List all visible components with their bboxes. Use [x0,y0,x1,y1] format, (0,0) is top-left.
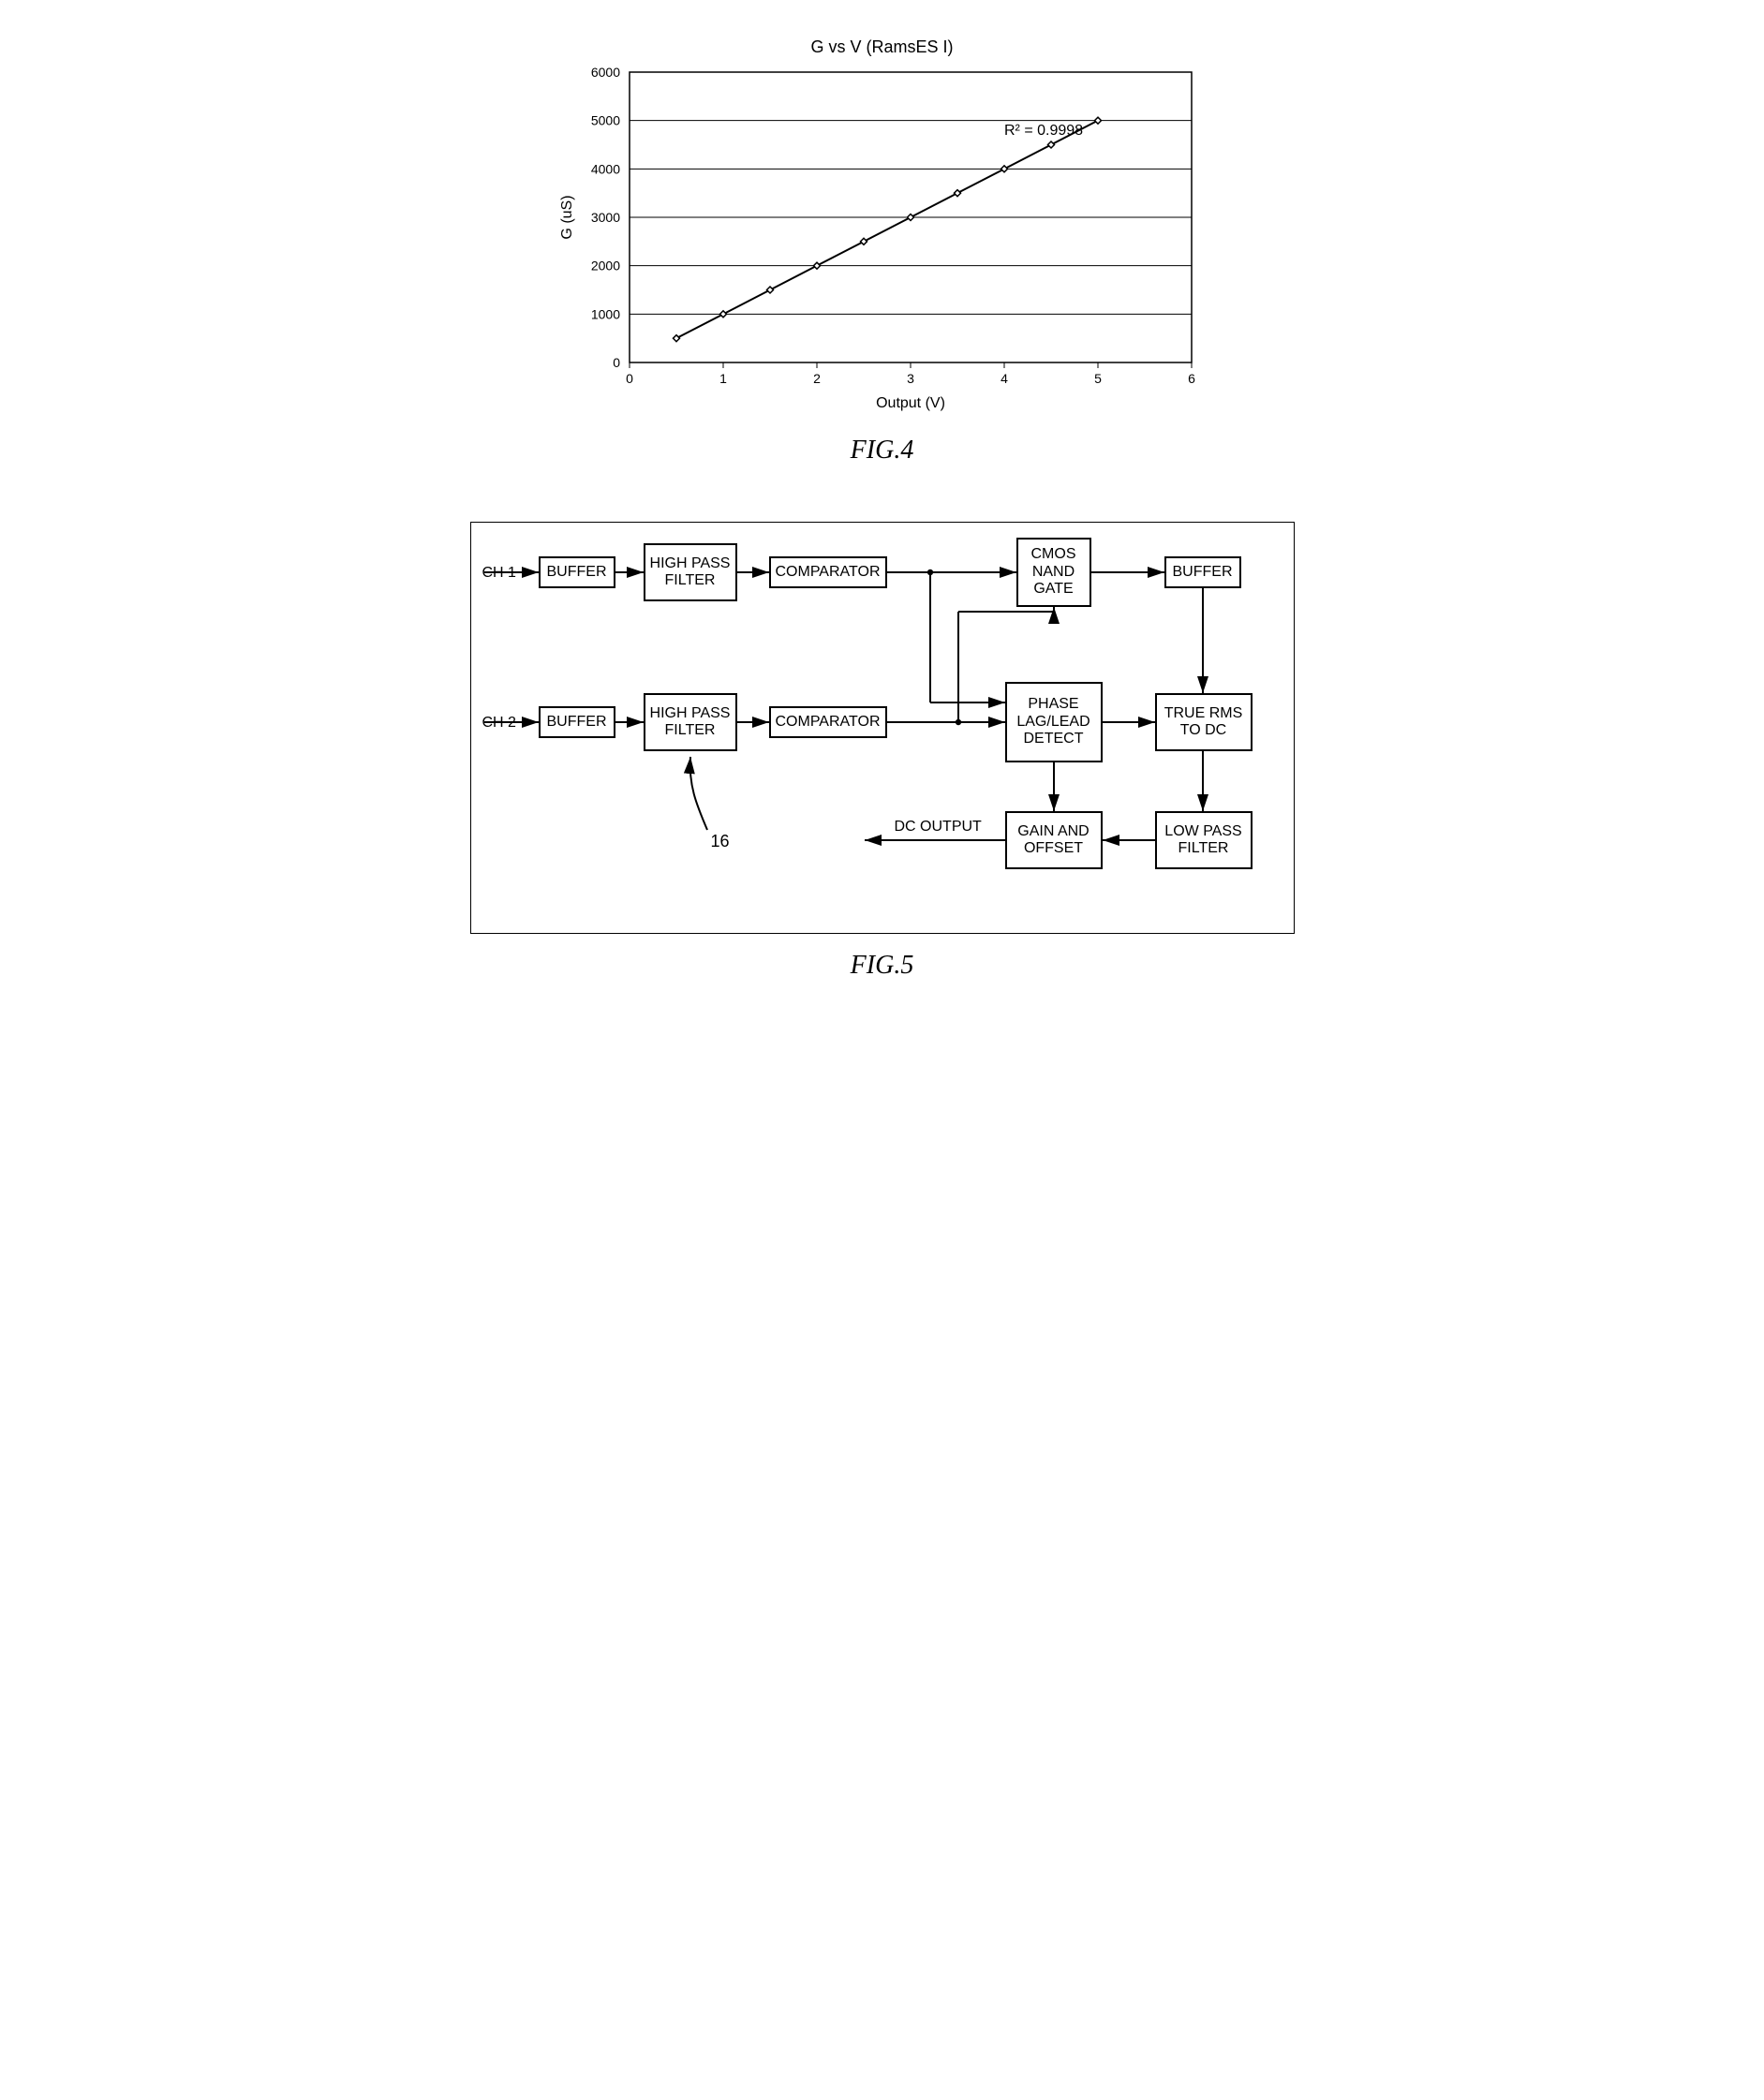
line-chart: 0 1000 2000 3000 4000 5000 6000 0 1 2 3 4 5 6 Output (… [555,63,1210,419]
block-diagram: CH 1 BUFFER HIGH PASSFILTER COMPARATOR C… [470,522,1295,934]
comparator-1-block: COMPARATOR [769,556,887,588]
svg-text:4000: 4000 [590,161,619,176]
nand-gate-block: CMOSNANDGATE [1016,538,1091,607]
svg-text:6000: 6000 [590,65,619,80]
buffer-1-block: BUFFER [539,556,615,588]
high-pass-filter-2-block: HIGH PASSFILTER [644,693,737,751]
buffer-3-block: BUFFER [1164,556,1241,588]
svg-text:2000: 2000 [590,259,619,274]
phase-detect-block: PHASELAG/LEADDETECT [1005,682,1103,762]
svg-text:0: 0 [613,355,620,370]
ch1-label: CH 1 [482,565,516,582]
true-rms-block: TRUE RMSTO DC [1155,693,1253,751]
svg-text:3000: 3000 [590,210,619,225]
svg-text:5: 5 [1094,371,1102,386]
svg-text:3: 3 [907,371,914,386]
svg-text:5000: 5000 [590,113,619,128]
svg-text:6: 6 [1188,371,1195,386]
svg-text:Output (V): Output (V) [876,395,945,411]
ref-16-label: 16 [711,832,730,851]
chart-container: G vs V (RamsES I) 0 1000 2000 3000 4000 5000 6… [555,37,1210,419]
low-pass-filter-block: LOW PASSFILTER [1155,811,1253,869]
ch2-label: CH 2 [482,715,516,732]
figure-5: CH 1 BUFFER HIGH PASSFILTER COMPARATOR C… [461,522,1304,981]
svg-text:1: 1 [719,371,727,386]
svg-text:1000: 1000 [590,306,619,321]
svg-text:2: 2 [813,371,821,386]
figure-4: G vs V (RamsES I) 0 1000 2000 3000 4000 5000 6… [461,37,1304,466]
buffer-2-block: BUFFER [539,706,615,738]
svg-text:G (uS): G (uS) [559,195,575,239]
comparator-2-block: COMPARATOR [769,706,887,738]
dc-output-label: DC OUTPUT [895,819,982,836]
figure-4-caption: FIG.4 [461,436,1304,466]
svg-text:0: 0 [626,371,633,386]
svg-text:4: 4 [1001,371,1008,386]
high-pass-filter-1-block: HIGH PASSFILTER [644,543,737,601]
figure-5-caption: FIG.5 [461,951,1304,981]
chart-title: G vs V (RamsES I) [555,37,1210,57]
gain-offset-block: GAIN ANDOFFSET [1005,811,1103,869]
svg-text:R² = 0.9998: R² = 0.9998 [1004,123,1083,139]
